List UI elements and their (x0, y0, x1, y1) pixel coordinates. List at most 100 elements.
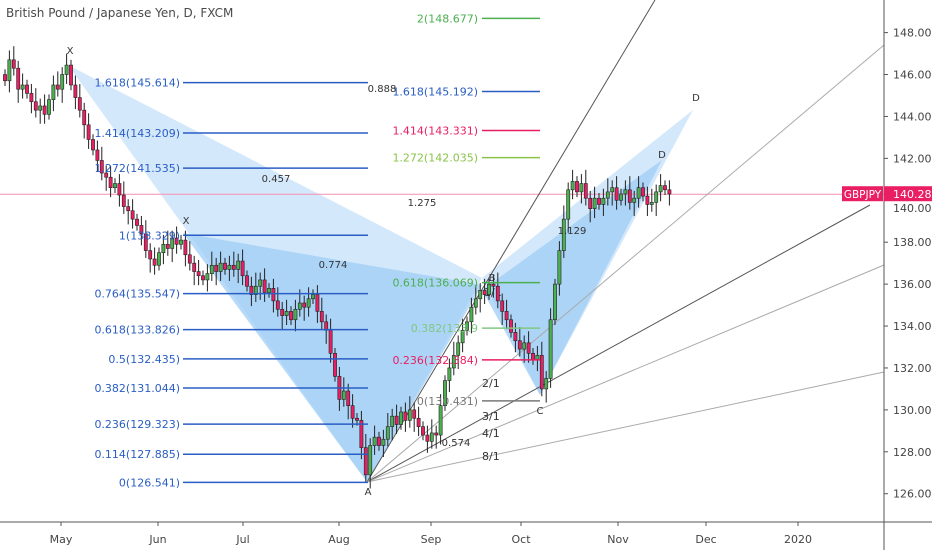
candle (29, 83, 34, 114)
candle-body (535, 355, 540, 360)
pattern-point-label: D (692, 93, 700, 104)
candle-body (7, 59, 12, 82)
candle-body (284, 311, 289, 316)
candle-body (16, 67, 21, 90)
xabcd-pattern-2-bcd (482, 160, 662, 395)
candle-body (297, 302, 302, 310)
candle-body (438, 405, 443, 436)
candle (253, 272, 258, 302)
price-axis-label: 142.000 (893, 152, 932, 165)
symbol-badge[interactable]: GBPJPY (842, 186, 883, 202)
candle-body (451, 355, 456, 369)
candle (649, 188, 654, 212)
candle (663, 180, 667, 196)
candle-body (130, 210, 135, 220)
candle-body (434, 432, 439, 436)
candle (157, 247, 161, 271)
candle (249, 276, 254, 307)
time-axis-label: 2020 (784, 533, 812, 546)
candle (350, 394, 355, 428)
candle-body (561, 218, 566, 251)
candle-body (456, 342, 461, 356)
candle-body (126, 206, 131, 212)
candle (126, 199, 131, 225)
fib-level-label: 0.618(136.069) (392, 277, 478, 290)
candle (258, 272, 263, 300)
candle (25, 79, 29, 99)
pattern-ratio-label: 1.275 (408, 198, 437, 209)
candle-body (152, 258, 157, 266)
candle (121, 181, 126, 214)
candle (174, 226, 179, 254)
candle (47, 94, 51, 120)
gann-fan-line (366, 204, 871, 483)
candle (443, 375, 447, 411)
candle (315, 285, 320, 323)
candle (381, 429, 386, 458)
candle-body (592, 197, 597, 209)
candle (214, 257, 219, 286)
candle (108, 165, 113, 198)
candle-body (465, 321, 469, 331)
gann-fan-label: 3/1 (482, 410, 500, 423)
candle (491, 274, 496, 298)
time-axis-label: Oct (511, 533, 531, 546)
candle (495, 272, 500, 309)
candle-body (645, 195, 650, 205)
candle-body (429, 432, 434, 442)
candle-body (231, 264, 236, 270)
candle-body (605, 191, 610, 199)
candle (619, 188, 623, 206)
candle (597, 192, 601, 210)
candle-body (641, 187, 645, 197)
candle (3, 69, 7, 87)
fib-level-label: 1(138.329) (119, 229, 180, 242)
candle-body (341, 390, 346, 400)
candle-body (117, 183, 122, 196)
candle-body (104, 172, 109, 178)
candle (438, 394, 443, 445)
candle (196, 260, 201, 286)
candle-body (306, 298, 311, 308)
candle-body (258, 279, 263, 287)
candle-body (249, 285, 254, 295)
fib-level-label: 0(130.431) (417, 395, 478, 408)
candle-body (610, 187, 615, 193)
candle (416, 406, 421, 437)
fib-level-label: 0.114(127.885) (94, 448, 180, 461)
candle (632, 190, 637, 216)
candle (636, 176, 641, 208)
price-axis-label: 136.000 (893, 278, 932, 291)
candle (623, 180, 628, 206)
candle (526, 331, 531, 363)
fib-level-label: 1.272(141.535) (94, 162, 180, 175)
candle (610, 180, 615, 206)
time-axis-label: Jun (148, 533, 166, 546)
time-axis-label: Sep (421, 533, 442, 546)
candle-body (544, 378, 549, 390)
fib-level-label: 1.414(143.331) (392, 124, 478, 137)
candle (245, 270, 249, 292)
candle-body (311, 294, 315, 300)
candle (11, 46, 16, 76)
pattern-ratio-label: 0.888 (368, 84, 397, 95)
candle-body (390, 415, 395, 427)
candle-body (280, 308, 285, 316)
candle-body (236, 260, 241, 270)
candle-body (187, 254, 192, 264)
candle (421, 421, 425, 441)
candle (55, 71, 60, 97)
candle-body (82, 109, 87, 126)
candle-body (170, 237, 175, 249)
candle-body (108, 176, 113, 189)
candle (104, 165, 109, 191)
candle (209, 251, 214, 281)
candle-body (575, 181, 579, 193)
candle-body (500, 300, 505, 312)
candle (289, 306, 293, 325)
candle-body (509, 319, 513, 333)
candle (333, 348, 337, 382)
candle-body (223, 262, 227, 270)
candle-body (557, 250, 562, 285)
